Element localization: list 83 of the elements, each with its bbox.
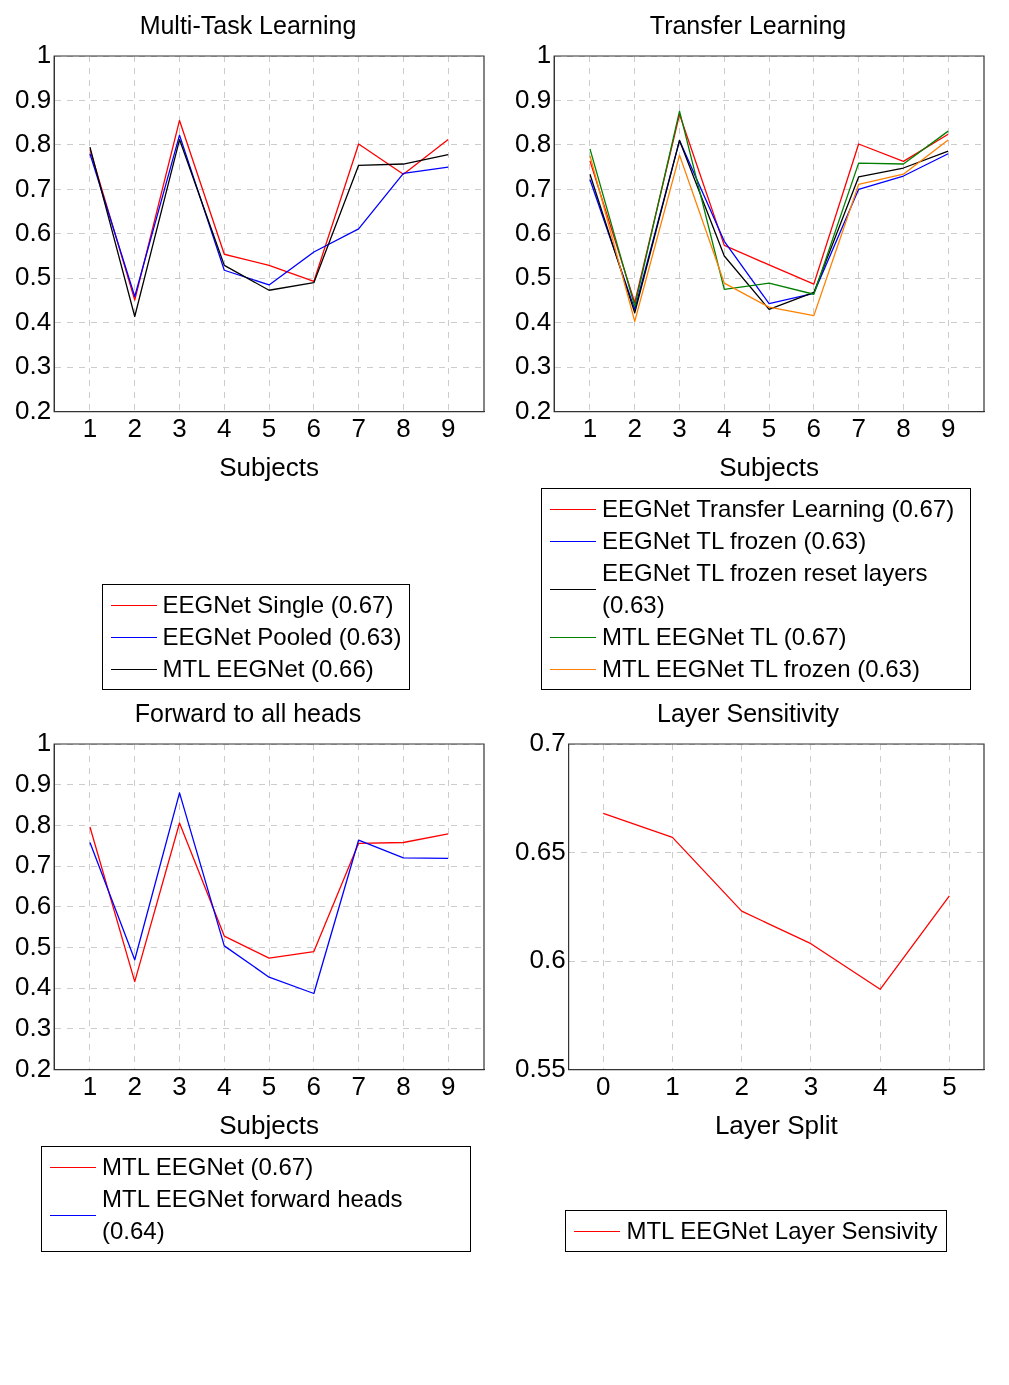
legend-label: EEGNet Pooled (0.63) [162,622,402,652]
x-tick-label: 5 [942,1071,957,1102]
x-tick-label: 3 [803,1071,819,1102]
x-tick-label: 1 [582,413,598,444]
x-tick-label: 1 [82,413,98,444]
x-tick-label: 8 [396,1071,411,1102]
x-tick-label: 9 [440,1071,456,1102]
x-tick-label: 0 [595,1071,611,1102]
y-tick-label: 1 [536,39,552,70]
x-tick-label: 4 [217,1071,232,1102]
x-tick-label: 4 [717,413,732,444]
x-tick-label: 7 [351,413,366,444]
x-tick-label: 8 [396,413,411,444]
legend-label: MTL EEGNet TL (0.67) [602,622,847,652]
y-tick-label: 0.9 [14,83,52,114]
x-tick-label: 2 [127,1071,142,1102]
y-tick-label: 0.4 [514,305,552,336]
y-tick-label: 0.9 [514,83,552,114]
x-tick-label: 3 [172,1071,187,1102]
chart-title: Layer Sensitivity [656,698,840,727]
y-tick-label: 0.6 [514,216,552,247]
legend-label: MTL EEGNet Layer Sensivity [626,1216,938,1246]
x-tick-label: 7 [351,1071,366,1102]
x-tick-label: 5 [261,413,277,444]
legend-label: MTL EEGNet TL frozen (0.63) [602,654,920,684]
y-tick-label: 0.2 [14,1052,52,1083]
y-tick-label: 0.8 [514,128,552,159]
x-tick-label: 8 [896,413,911,444]
y-tick-label: 0.6 [529,944,566,975]
y-tick-label: 0.65 [514,835,566,866]
y-tick-label: 0.8 [14,128,52,159]
x-tick-label: 1 [665,1071,680,1102]
legend-label: EEGNet TL frozen (0.63) [602,526,867,556]
chart-title: Transfer Learning [649,10,847,39]
x-tick-label: 2 [627,413,642,444]
x-axis-title: Subjects [719,451,819,482]
y-tick-label: 0.4 [14,305,52,336]
y-tick-label: 0.2 [514,394,552,425]
x-tick-label: 3 [172,413,187,444]
y-tick-label: 0.5 [14,930,52,961]
x-tick-label: 4 [217,413,232,444]
y-tick-label: 0.9 [14,767,52,798]
y-tick-label: 0.5 [514,261,552,292]
y-tick-label: 0.7 [14,172,52,203]
y-tick-label: 0.6 [14,216,52,247]
y-tick-label: 0.3 [14,1012,52,1043]
y-tick-label: 0.3 [14,350,52,381]
y-tick-label: 0.7 [14,849,52,880]
y-tick-label: 0.2 [14,394,52,425]
x-tick-label: 5 [761,413,777,444]
x-tick-label: 6 [306,413,322,444]
x-tick-label: 1 [82,1071,98,1102]
x-tick-label: 3 [672,413,687,444]
x-tick-label: 2 [734,1071,749,1102]
chart-title: Multi-Task Learning [139,10,357,39]
x-axis-title: Layer Split [714,1109,839,1140]
y-tick-label: 0.4 [14,971,52,1002]
x-tick-label: 6 [306,1071,322,1102]
y-tick-label: 0.55 [514,1052,566,1083]
legend-label: MTL EEGNet (0.66) [162,654,374,684]
x-tick-label: 9 [440,413,456,444]
legend-label: EEGNet TL frozen reset layers (0.63) [602,558,929,620]
legend-label: EEGNet Single (0.67) [162,590,394,620]
x-tick-label: 9 [940,413,956,444]
y-tick-label: 1 [36,39,52,70]
x-axis-title: Subjects [219,451,319,482]
x-tick-label: 7 [851,413,866,444]
legend-label: MTL EEGNet (0.67) [102,1152,314,1182]
y-tick-label: 0.8 [14,808,52,839]
y-tick-label: 0.5 [14,261,52,292]
x-axis-title: Subjects [219,1109,319,1140]
legend-label: EEGNet Transfer Learning (0.67) [602,494,955,524]
x-tick-label: 5 [261,1071,277,1102]
y-tick-label: 0.7 [514,172,552,203]
x-tick-label: 4 [872,1071,888,1102]
y-tick-label: 0.7 [529,727,566,758]
chart-title: Forward to all heads [134,698,362,727]
y-tick-label: 0.6 [14,889,52,920]
y-tick-label: 0.3 [514,350,552,381]
y-tick-label: 1 [36,727,52,758]
x-tick-label: 6 [806,413,822,444]
x-tick-label: 2 [127,413,142,444]
legend-label: MTL EEGNet forward heads (0.64) [102,1184,404,1246]
